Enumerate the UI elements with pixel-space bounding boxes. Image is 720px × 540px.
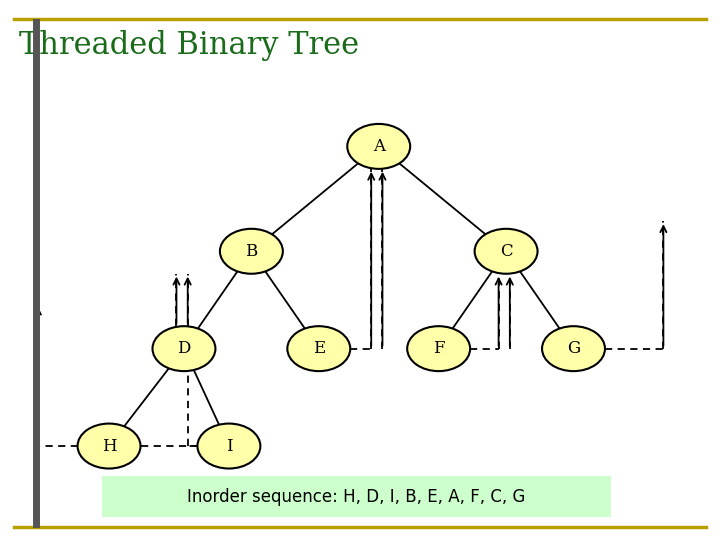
Text: A: A: [373, 138, 384, 155]
Ellipse shape: [347, 124, 410, 169]
Text: G: G: [567, 340, 580, 357]
Ellipse shape: [287, 326, 350, 371]
Text: Threaded Binary Tree: Threaded Binary Tree: [19, 30, 359, 61]
Ellipse shape: [78, 423, 140, 469]
Text: H: H: [102, 437, 117, 455]
Ellipse shape: [153, 326, 215, 371]
Ellipse shape: [542, 326, 605, 371]
Ellipse shape: [220, 229, 283, 274]
Text: I: I: [225, 437, 233, 455]
Text: Inorder sequence: H, D, I, B, E, A, F, C, G: Inorder sequence: H, D, I, B, E, A, F, C…: [187, 488, 526, 505]
Text: D: D: [177, 340, 191, 357]
Text: B: B: [246, 243, 258, 260]
Ellipse shape: [474, 229, 538, 274]
Ellipse shape: [408, 326, 470, 371]
Text: C: C: [500, 243, 513, 260]
FancyBboxPatch shape: [102, 476, 611, 517]
Text: F: F: [433, 340, 444, 357]
Text: E: E: [312, 340, 325, 357]
Ellipse shape: [197, 423, 261, 469]
